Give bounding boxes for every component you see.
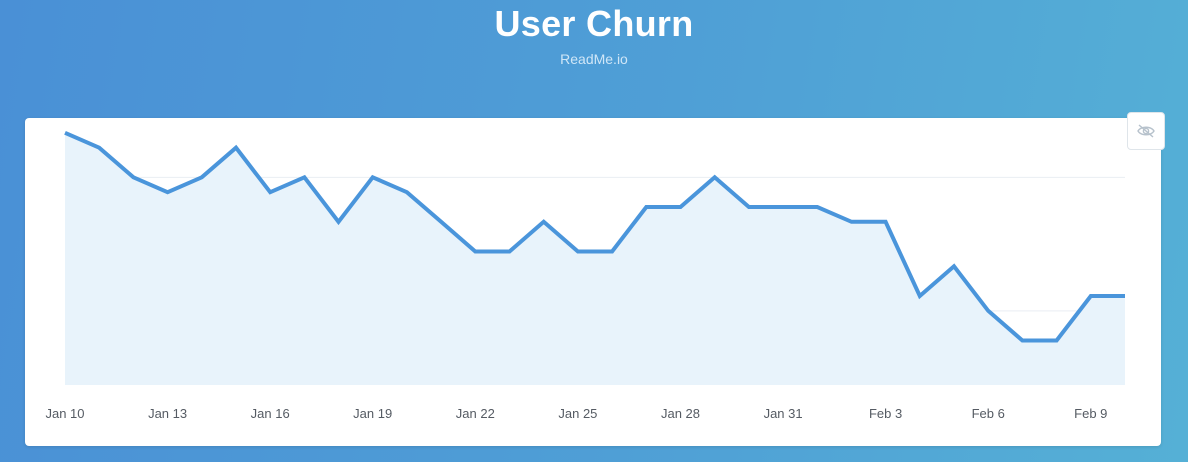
x-tick-label: Jan 16 [251,406,290,421]
data-point [439,220,443,224]
data-point [576,250,580,254]
data-point [747,205,751,209]
data-point [781,205,785,209]
data-point [337,220,341,224]
data-point [986,309,990,313]
data-point [234,146,238,150]
data-point [268,190,272,194]
data-point [1055,339,1059,343]
data-point [63,131,67,135]
data-point [166,190,170,194]
series-area [65,132,1125,385]
data-point [302,175,306,179]
x-tick-label: Jan 31 [764,406,803,421]
data-point [200,175,204,179]
x-tick-label: Jan 22 [456,406,495,421]
series-line [64,130,1125,343]
data-point [713,175,717,179]
hide-chart-button[interactable] [1127,112,1165,150]
data-point [542,220,546,224]
data-point [952,264,956,268]
data-point [815,205,819,209]
data-point [508,250,512,254]
data-point [371,175,375,179]
x-tick-label: Feb 3 [869,406,902,421]
data-point [1123,294,1127,298]
data-point [918,294,922,298]
data-point [405,190,409,194]
data-point [131,175,135,179]
x-tick-label: Jan 10 [45,406,84,421]
x-tick-label: Feb 6 [972,406,1005,421]
data-point [850,220,854,224]
x-tick-label: Jan 19 [353,406,392,421]
data-point [610,250,614,254]
x-tick-label: Jan 28 [661,406,700,421]
data-point [679,205,683,209]
data-point [1089,294,1093,298]
x-tick-label: Jan 25 [558,406,597,421]
page-title: User Churn [494,3,694,44]
data-point [884,220,888,224]
data-point [473,250,477,254]
x-tick-label: Jan 13 [148,406,187,421]
page-subtitle: ReadMe.io [560,51,628,67]
x-tick-label: Feb 9 [1074,406,1107,421]
data-point [644,205,648,209]
data-point [1020,339,1024,343]
eye-slash-icon [1137,124,1155,138]
data-point [97,146,101,150]
